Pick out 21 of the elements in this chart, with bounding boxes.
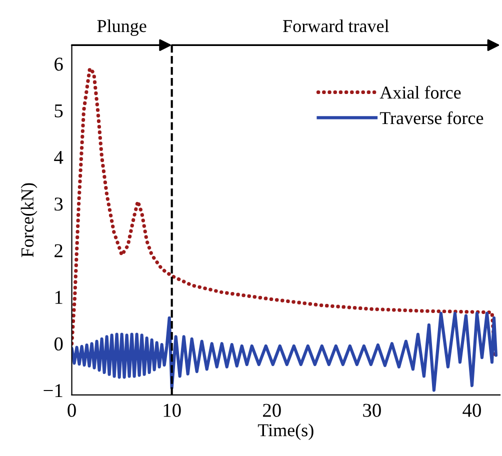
x-tick-label: 30	[363, 404, 381, 417]
x-axis-title: Time(s)	[258, 424, 314, 440]
y-axis-title: Force(kN)	[20, 183, 38, 258]
x-tick-label: 0	[68, 404, 76, 417]
y-tick-label: 3	[54, 198, 63, 211]
x-tick-label: 40	[462, 404, 481, 417]
x-tick-label: 20	[263, 404, 281, 417]
y-tick-label: 4	[54, 151, 64, 164]
y-tick-label: 2	[54, 244, 62, 258]
line-series	[72, 66, 497, 358]
text: Plunge	[97, 19, 146, 36]
y-tick-label: 1	[55, 290, 62, 304]
y-tick-label: 0	[54, 337, 63, 351]
y-tick-label: 5	[54, 104, 63, 118]
legend-label: Traverse force	[380, 111, 484, 124]
legend-label: Axial force	[380, 86, 461, 99]
line-series	[72, 312, 498, 392]
y-tick-label: 6	[54, 58, 63, 71]
text: Forward travel	[283, 19, 389, 32]
y-tick-label: −1	[44, 384, 62, 397]
x-tick-label: 10	[164, 404, 181, 417]
